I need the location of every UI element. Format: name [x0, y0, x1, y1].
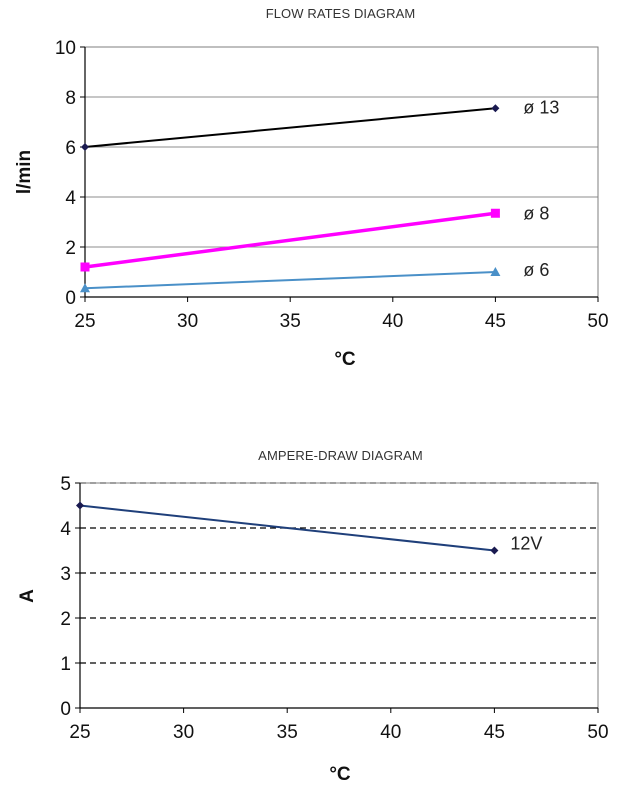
amp-x-tick-label: 40	[380, 722, 401, 743]
amp-x-tick-label: 50	[587, 722, 608, 743]
flow-y-tick-label: 0	[65, 288, 76, 309]
flow-x-tick-label: 50	[587, 311, 608, 332]
flow-x-axis-label: °C	[334, 349, 356, 370]
amp-plot-border	[79, 482, 599, 709]
flow-series-label: ø 13	[523, 97, 559, 117]
amp-y-tick-label: 1	[60, 654, 71, 675]
flow-x-tick-label: 25	[74, 311, 95, 332]
flow-x-tick-label: 35	[280, 311, 301, 332]
amp-x-tick-label: 35	[277, 722, 298, 743]
flow-plot-border	[84, 46, 599, 298]
amp-y-tick-label: 5	[60, 474, 71, 495]
amp-y-tick-label: 2	[60, 609, 71, 630]
amp-y-tick-label: 4	[60, 519, 71, 540]
flow-series-line	[84, 271, 496, 290]
flow-x-tick-label: 40	[382, 311, 403, 332]
flow-series-line	[84, 211, 496, 269]
amp-series-label: 12V	[510, 534, 542, 554]
amp-x-tick-label: 25	[69, 722, 90, 743]
flow-y-tick-label: 10	[55, 38, 76, 59]
amp-x-axis-label: °C	[329, 764, 351, 785]
flow-data-point	[80, 262, 90, 272]
flow-y-axis-label: l/min	[14, 150, 35, 194]
flow-x-tick-label: 45	[485, 311, 506, 332]
flow-series-line	[84, 107, 496, 148]
flow-series-label: ø 6	[523, 260, 549, 280]
flow-series-label: ø 8	[523, 203, 549, 223]
ampere-draw-chart-title: AMPERE-DRAW DIAGRAM	[258, 448, 423, 463]
amp-series-line	[79, 504, 495, 552]
flow-data-point	[491, 104, 500, 113]
flow-y-tick-label: 2	[65, 238, 76, 259]
flow-y-tick-label: 6	[65, 138, 76, 159]
flow-data-point	[490, 267, 501, 276]
flow-y-tick-label: 8	[65, 88, 76, 109]
flow-rates-chart-title: FLOW RATES DIAGRAM	[265, 6, 416, 21]
flow-data-point	[490, 208, 500, 218]
amp-x-tick-label: 45	[484, 722, 505, 743]
amp-x-tick-label: 30	[173, 722, 194, 743]
amp-data-point	[490, 546, 499, 555]
flow-y-tick-label: 4	[65, 188, 76, 209]
amp-y-axis-label: A	[17, 589, 38, 603]
amp-y-tick-label: 0	[60, 699, 71, 720]
flow-x-tick-label: 30	[177, 311, 198, 332]
amp-y-tick-label: 3	[60, 564, 71, 585]
flow-data-point	[81, 143, 89, 151]
amp-data-point	[76, 501, 84, 510]
flow-data-point	[80, 283, 90, 293]
